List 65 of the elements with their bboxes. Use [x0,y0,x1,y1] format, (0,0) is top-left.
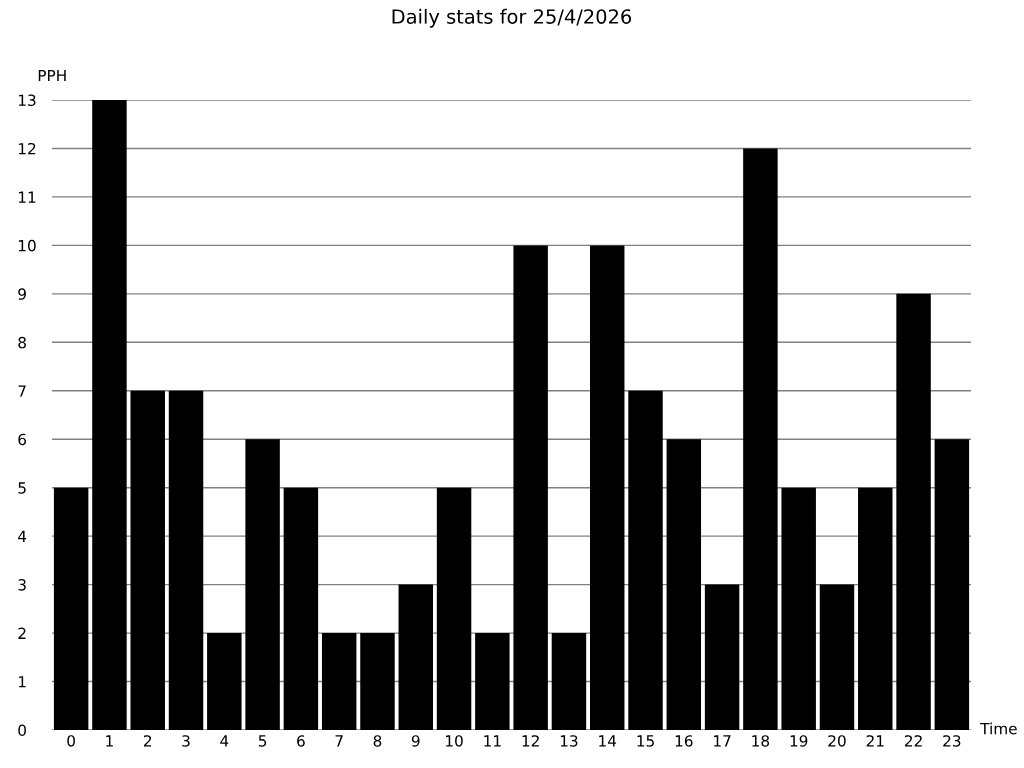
x-tick-label: 8 [373,735,382,747]
x-tick-label: 17 [714,735,731,747]
bar [360,633,395,730]
bar [53,487,89,730]
x-tick-label: 2 [143,735,152,747]
y-tick-label: 3 [18,579,26,591]
x-tick-label: 6 [297,735,305,747]
bar [819,584,855,730]
y-tick-label: 2 [18,627,26,639]
x-tick-label: 22 [904,735,922,747]
x-axis-title: Time [980,722,1017,735]
x-tick-label: 15 [637,735,654,747]
x-tick-label: 5 [258,735,267,747]
y-tick-label: 7 [18,385,26,397]
bar [398,584,433,730]
y-tick-label: 12 [18,142,36,155]
bar [475,633,510,730]
bar [436,487,472,730]
x-tick-label: 13 [560,735,578,747]
chart-title: Daily stats for 25/4/2026 [392,8,632,28]
y-tick-label: 6 [18,433,27,446]
x-tick-label: 1 [106,735,113,747]
bar [513,245,548,730]
bar [743,148,778,730]
bar [704,584,740,730]
bar [130,390,165,730]
x-tick-label: 9 [411,735,420,747]
x-tick-label: 21 [866,735,884,747]
bar [245,439,280,730]
y-tick-label: 13 [18,94,36,107]
bar [207,633,242,730]
y-tick-label: 0 [18,724,26,737]
bar [666,439,702,730]
y-tick-label: 8 [18,336,26,349]
x-tick-label: 23 [943,735,961,747]
x-tick-label: 19 [790,735,808,747]
bar [168,390,204,730]
x-tick-label: 16 [675,735,693,747]
x-tick-label: 7 [335,735,343,747]
bar [934,439,970,730]
y-tick-label: 5 [18,482,26,494]
bar [896,293,931,730]
x-tick-label: 10 [446,735,463,747]
x-tick-label: 0 [67,735,75,747]
bar [283,487,319,730]
bar [92,100,127,730]
y-tick-label: 10 [18,239,36,252]
x-tick-label: 3 [182,735,190,747]
bar [858,487,893,730]
x-tick-label: 18 [752,735,770,747]
x-tick-label: 11 [484,735,501,747]
x-tick-label: 14 [599,735,617,747]
bar [781,487,816,730]
x-tick-label: 4 [220,735,229,747]
y-tick-label: 1 [18,676,26,688]
bar [628,390,663,730]
y-tick-label: 4 [18,530,27,542]
x-tick-label: 12 [522,735,539,747]
y-axis-title: PPH [38,69,66,82]
bar [321,633,357,730]
y-tick-label: 11 [18,191,36,203]
y-tick-label: 9 [18,288,26,300]
x-tick-label: 20 [828,735,846,747]
bar [590,245,625,730]
bar [551,633,587,730]
